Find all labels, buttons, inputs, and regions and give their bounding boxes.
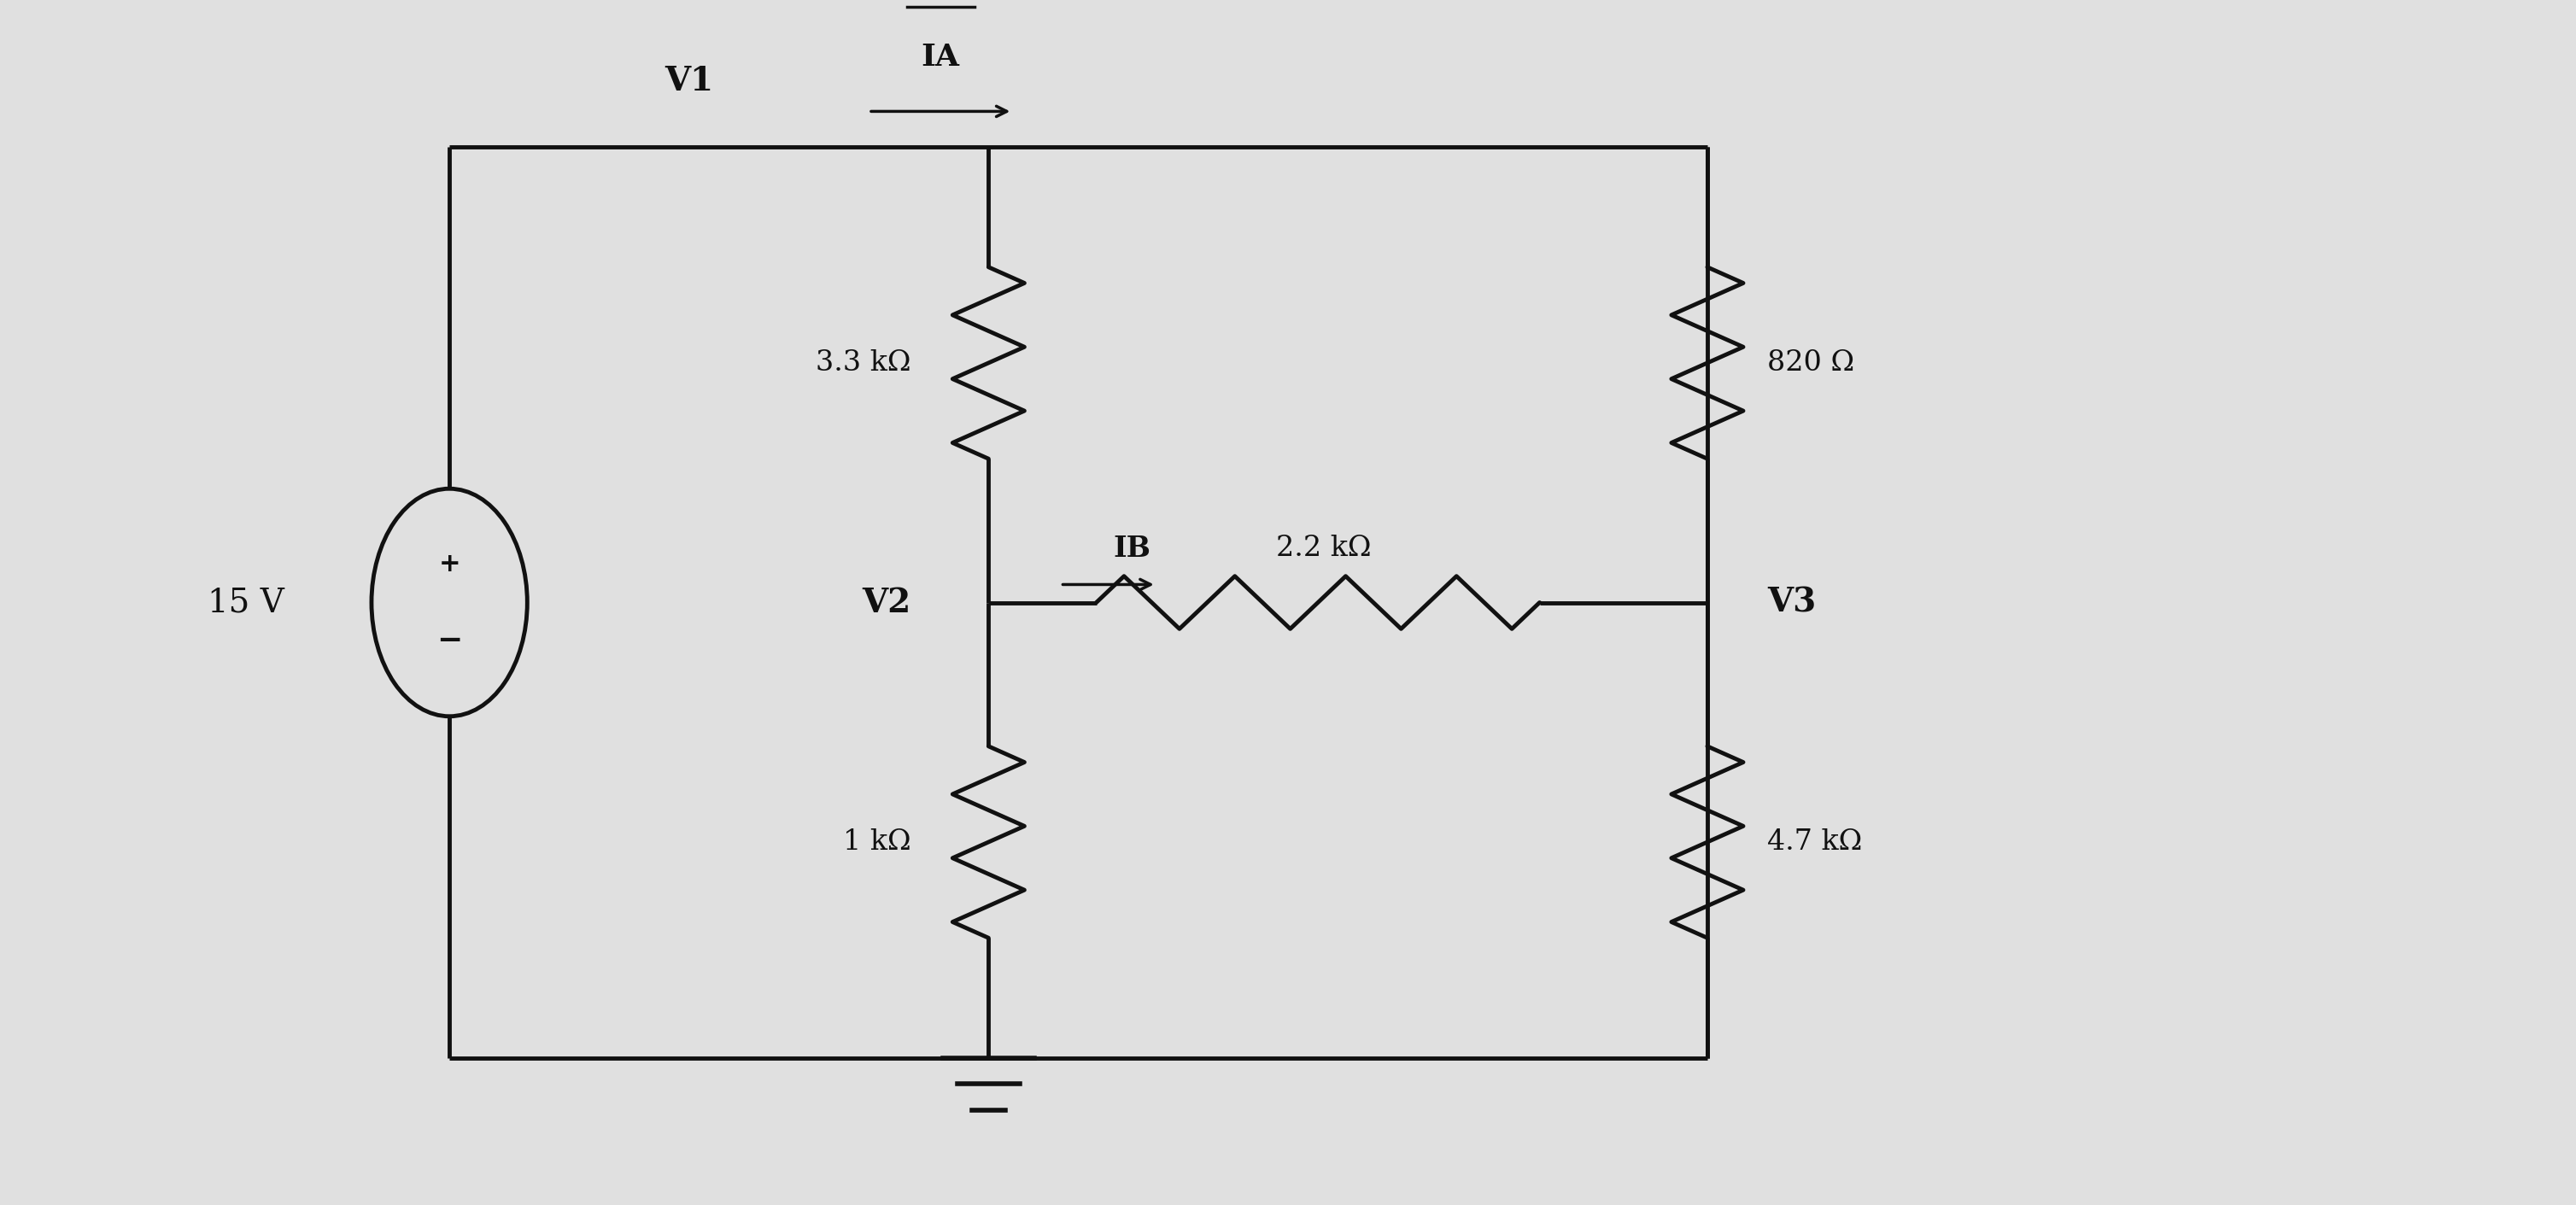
Text: +: + [438,552,461,576]
Text: IA: IA [922,43,961,72]
Text: IB: IB [1113,535,1151,563]
Text: V2: V2 [863,587,912,618]
Text: 4.7 kΩ: 4.7 kΩ [1767,828,1862,856]
Text: 2.2 kΩ: 2.2 kΩ [1275,535,1370,563]
Text: 820 Ω: 820 Ω [1767,349,1855,377]
Text: 1 kΩ: 1 kΩ [842,828,912,856]
Text: V3: V3 [1767,587,1816,618]
Text: 3.3 kΩ: 3.3 kΩ [817,349,912,377]
Text: −: − [435,627,461,656]
Text: V1: V1 [665,65,714,98]
Text: 15 V: 15 V [206,587,283,618]
